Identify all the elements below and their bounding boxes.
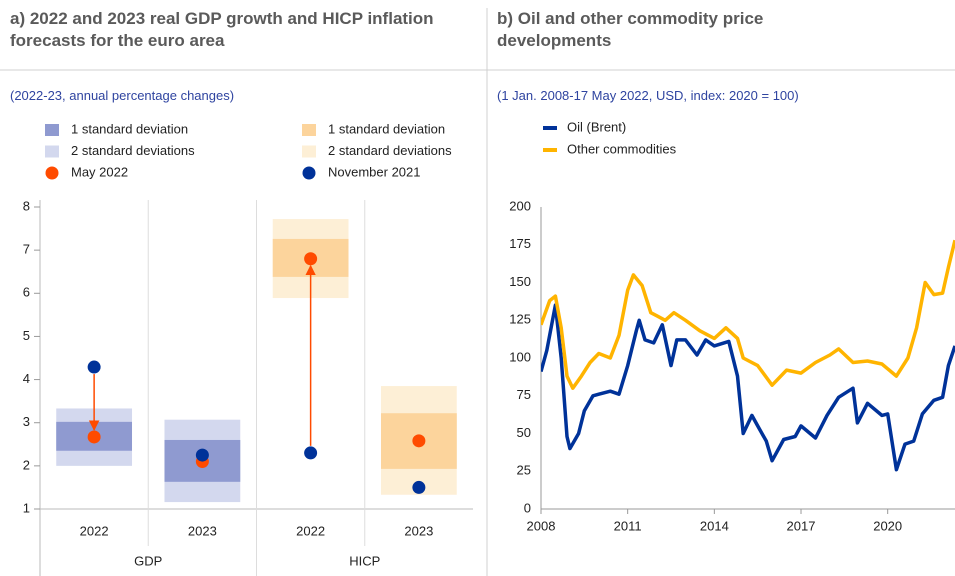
group-label: HICP	[349, 553, 380, 568]
legend-label: 2 standard deviations	[71, 143, 195, 158]
y-tick-label: 1	[23, 500, 30, 515]
point	[412, 480, 426, 494]
x-tick-label: 2023	[188, 523, 217, 538]
y-tick-label: 4	[23, 371, 30, 386]
y-tick-label: 2	[23, 457, 30, 472]
point	[87, 430, 101, 444]
y-tick-label: 175	[509, 236, 531, 251]
y-tick-label: 3	[23, 414, 30, 429]
legend-swatch	[45, 124, 59, 136]
x-tick-label: 2008	[527, 518, 556, 533]
x-tick-label: 2020	[873, 518, 902, 533]
y-tick-label: 200	[509, 198, 531, 213]
legend-swatch	[302, 145, 316, 158]
y-tick-label: 6	[23, 285, 30, 300]
legend-swatch	[302, 124, 316, 136]
legend-label: 1 standard deviation	[71, 121, 188, 136]
group-label: GDP	[134, 553, 162, 568]
y-tick-label: 25	[517, 463, 531, 478]
legend-label: May 2022	[71, 164, 128, 179]
plot-area	[541, 239, 955, 472]
point	[195, 448, 209, 462]
x-tick-label: 2017	[787, 518, 816, 533]
legend-swatch	[45, 145, 59, 158]
point	[304, 252, 318, 266]
legend-label: 2 standard deviations	[328, 143, 452, 158]
y-tick-label: 125	[509, 312, 531, 327]
x-tick-label: 2022	[80, 523, 109, 538]
x-tick-label: 2023	[404, 523, 433, 538]
y-tick-label: 5	[23, 328, 30, 343]
y-tick-label: 0	[524, 500, 531, 515]
chart-title: a) 2022 and 2023 real GDP growth and HIC…	[10, 9, 434, 50]
legend-label: 1 standard deviation	[328, 121, 445, 136]
x-tick-label: 2022	[296, 523, 325, 538]
legend-swatch	[45, 166, 59, 180]
x-tick-label: 2011	[614, 518, 642, 533]
y-tick-label: 7	[23, 242, 30, 257]
chart-subtitle: (1 Jan. 2008-17 May 2022, USD, index: 20…	[497, 88, 799, 103]
chart-title: b) Oil and other commodity price develop…	[497, 9, 764, 50]
chart-subtitle: (2022-23, annual percentage changes)	[10, 88, 235, 103]
legend-swatch	[302, 166, 316, 180]
y-tick-label: 150	[509, 274, 531, 289]
point	[304, 446, 318, 460]
point	[412, 434, 426, 448]
legend-label: Other commodities	[567, 141, 677, 156]
line	[541, 303, 955, 472]
legend-label: November 2021	[328, 164, 421, 179]
legend-label: Oil (Brent)	[567, 119, 626, 134]
y-tick-label: 100	[509, 349, 531, 364]
y-tick-label: 75	[517, 387, 531, 402]
y-tick-label: 8	[23, 198, 30, 213]
x-tick-label: 2014	[700, 518, 729, 533]
line	[541, 239, 955, 390]
y-tick-label: 50	[517, 425, 531, 440]
point	[87, 360, 101, 374]
